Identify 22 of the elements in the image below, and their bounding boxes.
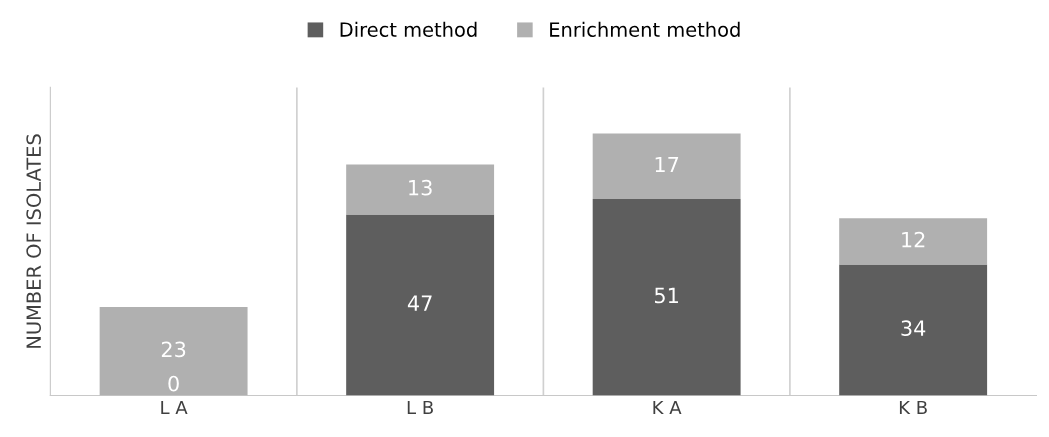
legend-label: Enrichment method [550, 21, 740, 37]
data-label: 34 [901, 320, 926, 337]
bar [346, 214, 495, 396]
bar [839, 218, 988, 265]
x-tick-label: L A [161, 400, 188, 415]
bar [592, 199, 741, 396]
x-tick-label: L B [407, 400, 433, 415]
bar [839, 264, 988, 396]
data-label: 13 [409, 179, 432, 196]
data-label: 51 [654, 287, 678, 304]
data-label: 12 [902, 231, 925, 248]
data-label: 23 [161, 341, 186, 358]
y-axis-title: NUMBER OF ISOLATES [26, 134, 42, 348]
bar [99, 306, 248, 396]
x-tick-label: K B [899, 400, 927, 415]
bar [346, 164, 495, 215]
x-tick-label: K A [653, 400, 682, 415]
legend-label: Direct method [340, 21, 477, 37]
data-label: 47 [407, 295, 432, 311]
bar [592, 133, 741, 200]
annotation: 0 [168, 375, 179, 392]
data-label: 17 [655, 156, 679, 173]
